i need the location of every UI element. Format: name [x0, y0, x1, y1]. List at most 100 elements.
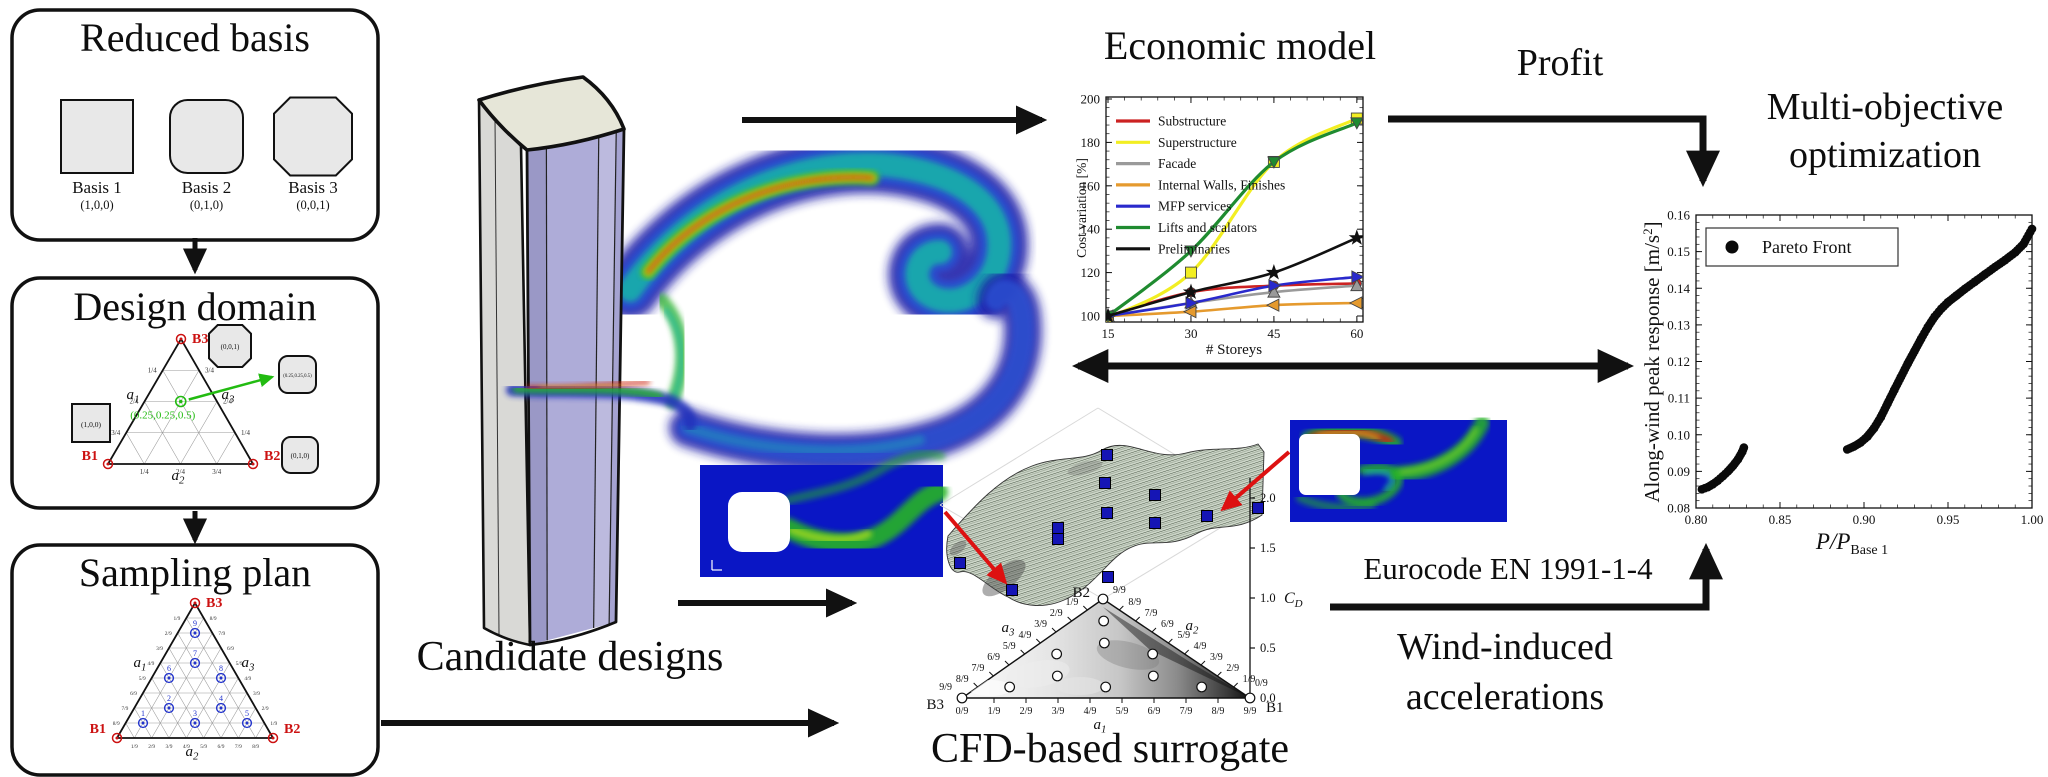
wind-induced-label-line1: Wind-induced — [1397, 626, 1613, 668]
pareto-legend-label: Pareto Front — [1762, 237, 1852, 257]
tick-label: 7/9 — [235, 744, 242, 750]
a2-axis-label: a2 — [1186, 618, 1200, 636]
pareto-ytick-label: 0.14 — [1667, 281, 1690, 296]
tick-label: 8/9 — [113, 721, 120, 727]
tick-label: 5/9 — [139, 676, 146, 682]
cfd-snapshot-rounded-section — [700, 450, 948, 577]
a3-tick-label: 1/9 — [1066, 597, 1079, 608]
economic-model-title: Economic model — [1103, 23, 1377, 68]
contour-sample-point — [1097, 593, 1109, 605]
a3-axis-label: a3 — [242, 655, 256, 673]
tick-label: 7/9 — [121, 706, 128, 712]
tick — [1167, 638, 1173, 644]
basis-shape-3 — [273, 96, 353, 177]
tick-label: 6/9 — [218, 744, 225, 750]
a1-tick-label: 6/9 — [1148, 706, 1161, 717]
ternary-border — [115, 601, 275, 739]
sample-point-dot — [219, 706, 223, 710]
red-arrow-right-cfd-to-surface — [1220, 450, 1291, 512]
surface-sample-marker — [1052, 533, 1064, 545]
highlight-coords-label: (0.25,0.25,0.5) — [130, 410, 195, 422]
grid-line — [151, 632, 213, 739]
a2-tick-label: 3/9 — [1210, 652, 1223, 663]
grid-line — [144, 401, 181, 465]
corner-label-B2: B2 — [264, 449, 280, 464]
cfd-right-swirl — [1335, 463, 1403, 507]
sample-point-number: 9 — [193, 619, 197, 628]
sample-point — [189, 657, 201, 669]
series-line-triangle-down — [1107, 121, 1358, 318]
wake-upper-red-core — [646, 175, 874, 274]
cfd-right-swirl-teal — [1363, 468, 1395, 492]
surface-sample-marker — [1149, 517, 1161, 529]
sample-point-dot — [245, 721, 249, 725]
tick-label: 6/9 — [227, 646, 234, 652]
series-line-triangle-right — [1107, 275, 1357, 318]
a3-axis-label: a3 — [1002, 620, 1016, 638]
sample-point-number: 3 — [193, 709, 197, 718]
a1-axis-label: a1 — [134, 655, 147, 673]
wind-induced-label-line2: accelerations — [1405, 676, 1605, 718]
tick-label: 1/4 — [140, 468, 149, 476]
data-marker — [1350, 117, 1363, 130]
surface-sample-marker — [1101, 449, 1113, 461]
tick — [1200, 660, 1206, 666]
domain-shape-label: (0,0,1) — [221, 343, 240, 351]
tower-top-face — [477, 75, 626, 152]
a2-axis-label: a2 — [172, 468, 186, 486]
cfd-snapshot-square-section — [1290, 415, 1507, 522]
data-marker — [1182, 304, 1197, 319]
pareto-point — [2027, 224, 2037, 234]
pareto-point — [1739, 443, 1749, 452]
sample-point-number: 8 — [219, 664, 223, 673]
econ-xtick-label: 60 — [1350, 326, 1363, 341]
tick — [1004, 660, 1010, 666]
contour-sample-point — [1100, 681, 1112, 693]
a1-tick-label: 2/9 — [1020, 706, 1033, 717]
a1-axis-label: a1 — [127, 387, 140, 405]
tick — [1067, 616, 1073, 622]
cd-tick-label: 0.5 — [1260, 641, 1276, 655]
tick — [1135, 616, 1141, 622]
sample-point-number: 5 — [245, 709, 249, 718]
tick — [1035, 638, 1041, 644]
profit-label: Profit — [1516, 42, 1604, 84]
a2-tick-label: 6/9 — [1161, 619, 1174, 630]
tower-facet-edge — [593, 134, 600, 628]
sample-point-dot — [167, 676, 171, 680]
pareto-ytick-label: 0.13 — [1667, 317, 1690, 332]
data-marker — [1184, 245, 1198, 258]
sample-point-number: 7 — [193, 649, 197, 658]
tick-label: 4/9 — [147, 661, 154, 667]
tick-label: 8/9 — [252, 744, 259, 750]
a1-tick-label: 7/9 — [1180, 706, 1193, 717]
cd-tick-label: 0.0 — [1260, 691, 1276, 705]
tick-label: 5/9 — [236, 661, 243, 667]
tick-label: 3/9 — [166, 744, 173, 750]
legend-label: Lifts and scalators — [1158, 220, 1257, 235]
basis-label: Basis 1 — [72, 178, 122, 197]
design-domain-box: 1/4 3/4 1/4 2/4 2/4 2/4 3/4 1/4 3/4 B1 B2 B3 a1 a2 a3 (… — [10, 276, 380, 510]
a2-tick-label: 9/9 — [1113, 585, 1126, 596]
tick-label: 2/4 — [130, 398, 139, 406]
tick-label: 3/4 — [111, 429, 120, 437]
grid-line — [180, 401, 218, 465]
econ-ytick-label: 140 — [1081, 222, 1101, 237]
tick-label: 3/4 — [205, 366, 214, 374]
grid-line — [126, 432, 145, 465]
basis-coords: (0,0,1) — [296, 198, 329, 212]
domain-shape-squircle1 — [278, 355, 317, 394]
sampling-plan-box: 1/9 8/9 1/9 2/9 7/9 2/9 3/9 6/9 3/9 4/9 5/9 4/9 5/9 4… — [10, 543, 380, 777]
multi-objective-title-line1: Multi-objective — [1766, 86, 2004, 128]
legend-label: Superstructure — [1158, 135, 1237, 150]
pareto-xlabel: P/PBase 1 — [1815, 529, 1888, 558]
sample-point-number: 6 — [167, 664, 171, 673]
grid-line — [186, 662, 230, 739]
surface-sample-marker — [1101, 507, 1113, 519]
tick-label: 1/9 — [131, 744, 138, 750]
contour-sample-point — [1004, 681, 1016, 693]
sample-point-number: 1 — [141, 709, 145, 718]
tick-label: 2/4 — [176, 468, 185, 476]
pareto-xtick-label: 0.95 — [1937, 512, 1960, 527]
tower-front-facet — [609, 129, 624, 624]
